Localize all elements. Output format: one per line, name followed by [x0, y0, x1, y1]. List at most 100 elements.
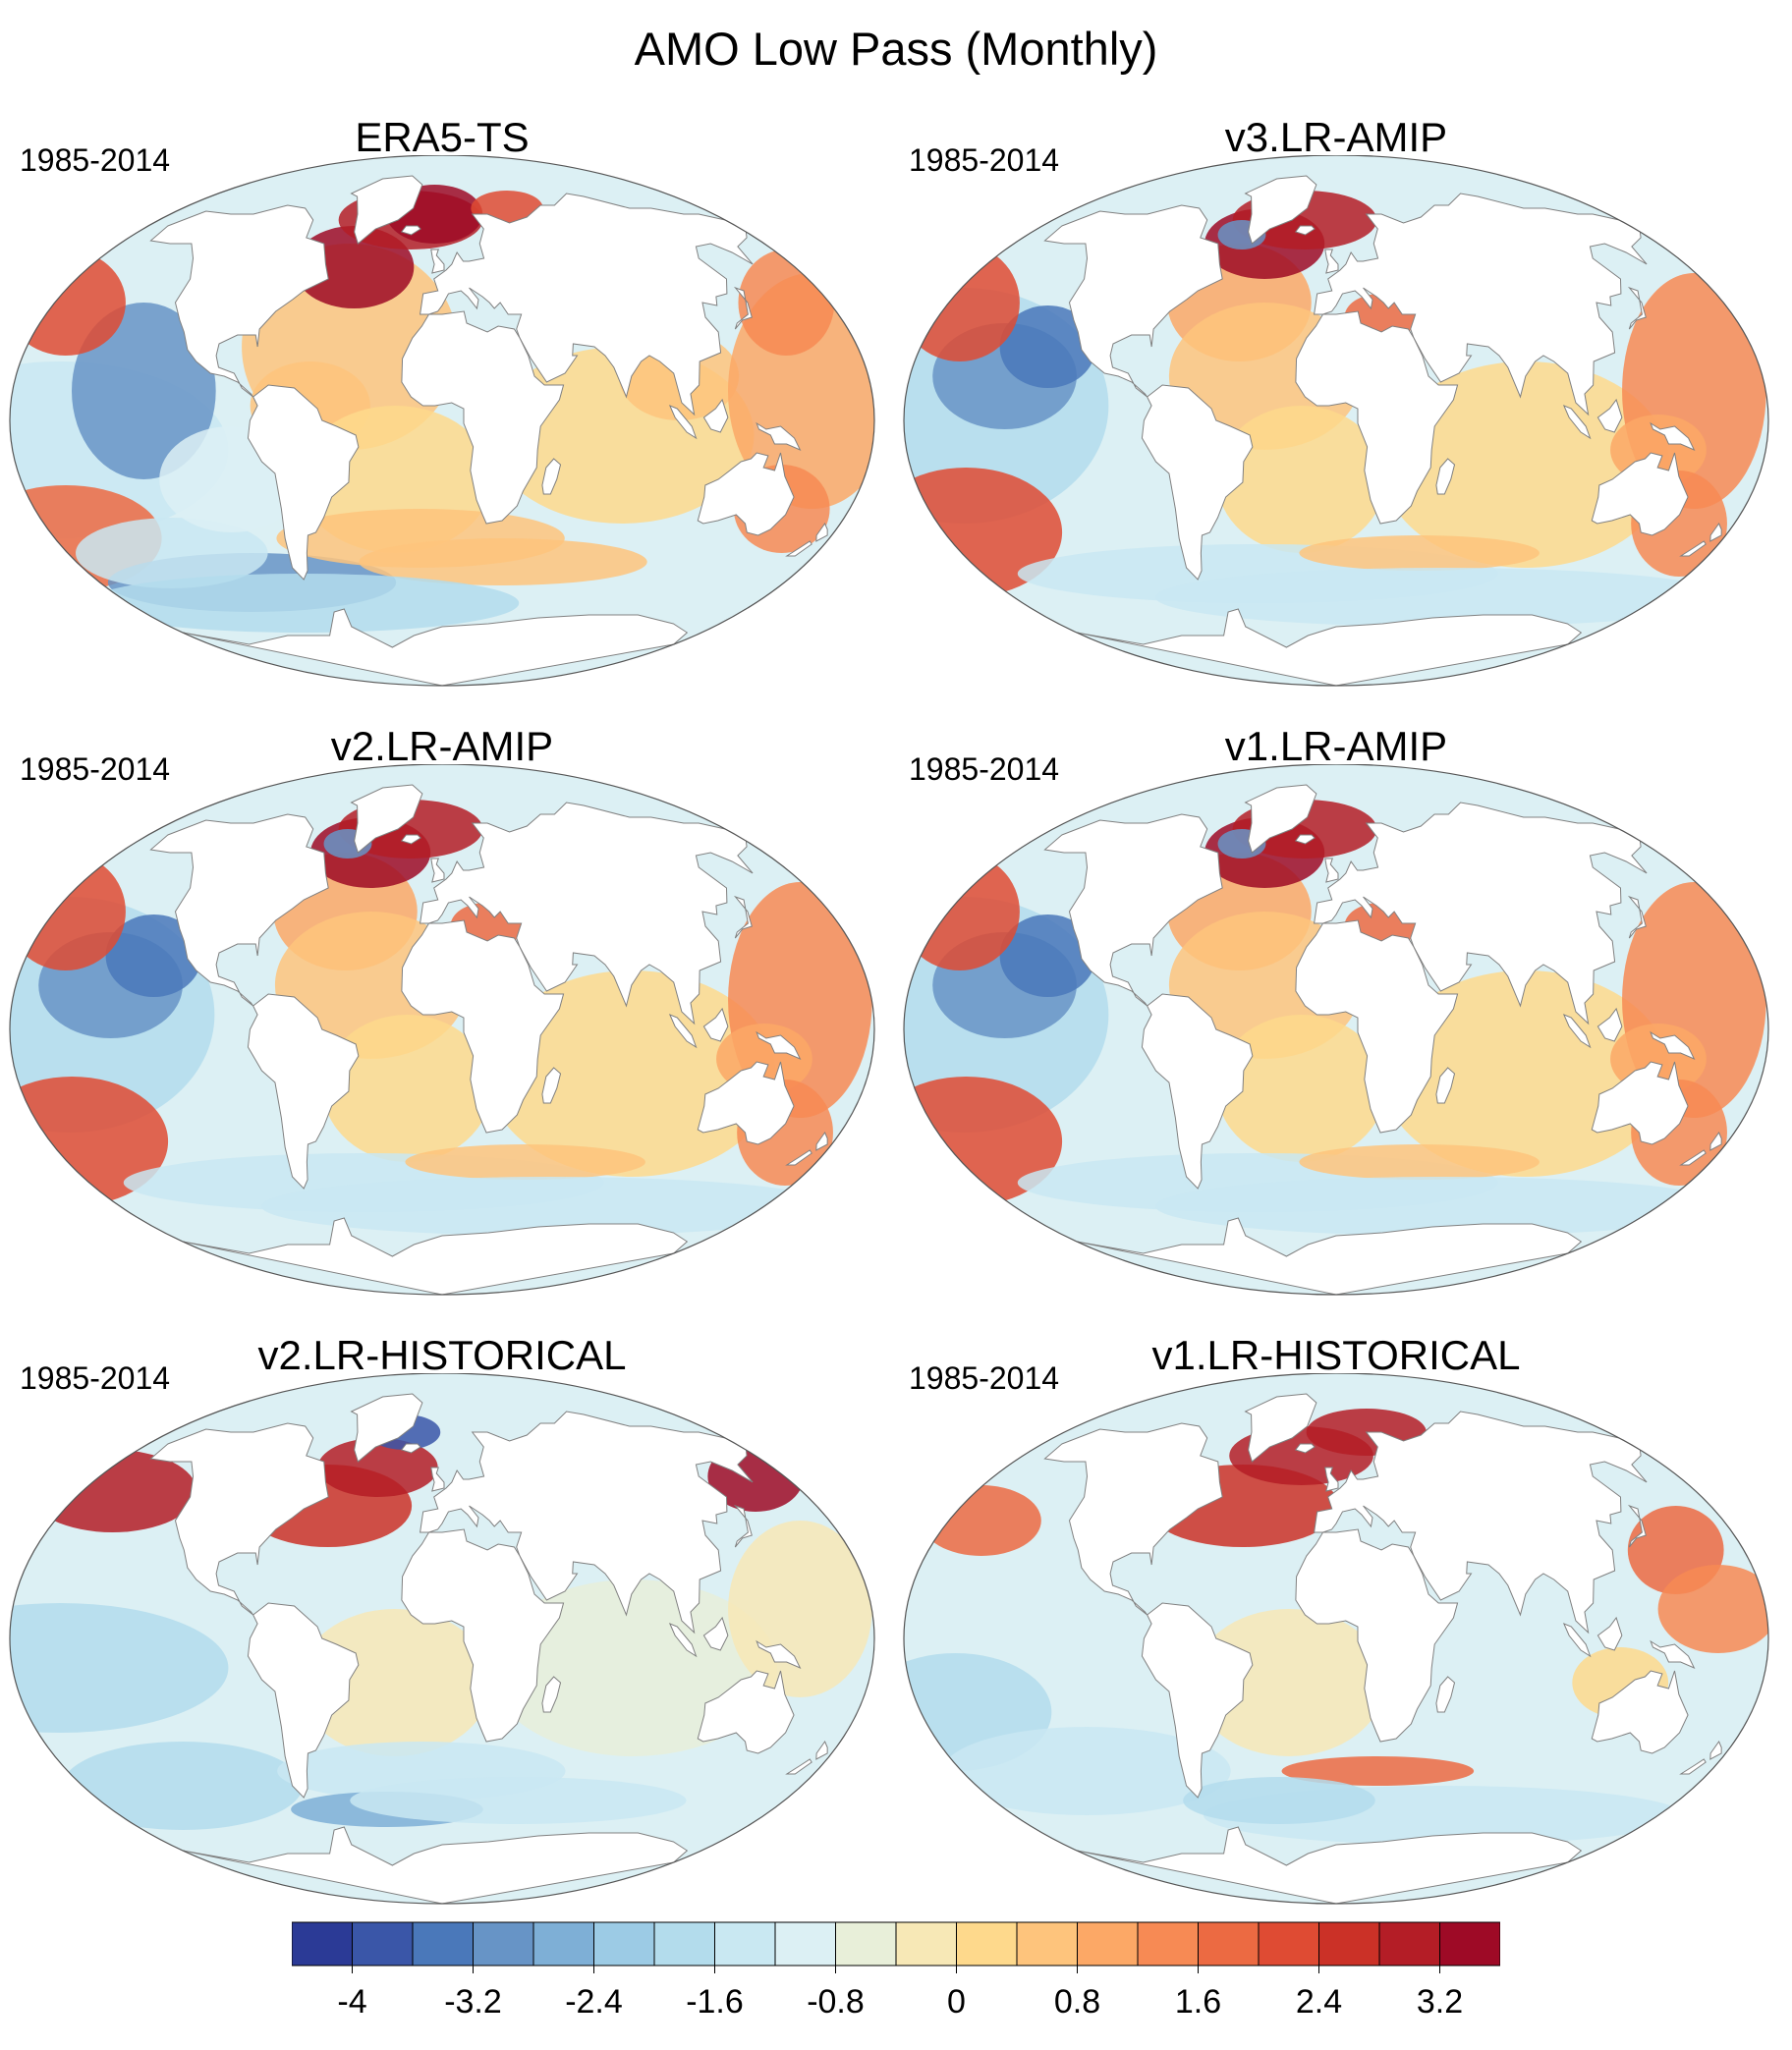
colorbar-swatch — [653, 1921, 715, 1967]
land-africa — [1295, 1528, 1459, 1743]
land-africa — [401, 919, 565, 1134]
colorbar-swatch — [1318, 1921, 1380, 1967]
land-nz-north — [815, 522, 828, 542]
land-japan — [733, 286, 753, 330]
land-borneo — [1596, 1616, 1623, 1651]
map-border — [903, 1373, 1769, 1905]
land-antarctica — [182, 1826, 689, 1904]
land-madagascar — [541, 458, 562, 495]
colorbar-swatch — [1439, 1921, 1500, 1967]
anomaly-blob — [299, 1609, 491, 1756]
panel-period: 1985-2014 — [909, 1360, 1060, 1396]
panel-period: 1985-2014 — [909, 751, 1060, 787]
anomaly-blob — [921, 1485, 1041, 1556]
anomaly-blob — [10, 853, 126, 970]
land-africa — [401, 310, 565, 525]
map-border — [903, 764, 1769, 1296]
land-africa — [1295, 919, 1459, 1134]
land-new-guinea — [756, 1639, 802, 1669]
map-border — [9, 1373, 875, 1905]
land-north-america — [149, 1422, 329, 1616]
anomaly-blob — [28, 1450, 197, 1532]
land-uk — [1324, 1467, 1339, 1492]
land-antarctica — [1076, 1217, 1583, 1295]
map-svg — [903, 1373, 1769, 1905]
anomaly-blob — [317, 1438, 438, 1497]
land-greenland — [1244, 784, 1317, 854]
anomaly-blob — [405, 1144, 645, 1180]
land-nz-north — [1709, 1740, 1722, 1760]
anomaly-blob — [904, 244, 1020, 361]
anomaly-blob — [999, 305, 1096, 388]
anomaly-blob — [359, 538, 647, 585]
land-north-america — [1043, 1422, 1223, 1616]
land-eurasia — [420, 1411, 754, 1634]
anomaly-blob — [72, 303, 216, 479]
map-panel-v3-amip: v3.LR-AMIP 1985-2014 — [894, 116, 1778, 715]
anomaly-blob — [1299, 1144, 1540, 1180]
anomaly-blob — [86, 574, 520, 633]
map-svg — [9, 764, 875, 1296]
anomaly-blob — [999, 914, 1096, 997]
land-iceland — [1294, 834, 1316, 845]
land-nz-south — [1679, 540, 1707, 557]
land-uk — [1324, 249, 1339, 274]
land-greenland — [350, 175, 423, 245]
land-new-guinea — [1650, 421, 1696, 451]
panel-period: 1985-2014 — [909, 142, 1060, 178]
anomaly-blob — [1657, 1565, 1768, 1653]
colorbar-swatch — [1077, 1921, 1139, 1967]
map-border — [9, 155, 875, 687]
map-svg — [9, 155, 875, 687]
land-north-america — [149, 204, 329, 398]
colorbar-tick-label: 3.2 — [1417, 1983, 1463, 2021]
land-japan — [1627, 895, 1647, 939]
land-japan — [1627, 1504, 1647, 1548]
land-nz-south — [1679, 1149, 1707, 1166]
colorbar-swatch — [412, 1921, 474, 1967]
anomaly-blob — [1281, 1756, 1475, 1786]
land-south-america — [247, 1602, 360, 1799]
land-eurasia — [1314, 802, 1648, 1025]
land-new-guinea — [756, 1030, 802, 1060]
anomaly-blob — [1299, 535, 1540, 571]
anomaly-blob — [1193, 1609, 1385, 1756]
colorbar-swatch — [835, 1921, 897, 1967]
anomaly-blob — [728, 1521, 872, 1697]
panel-title: v2.LR-AMIP — [330, 723, 554, 769]
land-sumatra — [1562, 1623, 1592, 1658]
colorbar-tick-label: -0.8 — [807, 1983, 865, 2021]
land-iceland — [400, 225, 421, 236]
land-japan — [733, 1504, 753, 1548]
land-eurasia — [420, 193, 754, 416]
land-antarctica — [1076, 1826, 1583, 1904]
land-nz-north — [1709, 1131, 1722, 1151]
land-sumatra — [668, 405, 698, 440]
colorbar-swatch — [1016, 1921, 1078, 1967]
anomaly-blob — [942, 1727, 1231, 1815]
map-panel-era5: ERA5-TS 1985-2014 — [0, 116, 884, 715]
land-antarctica — [1076, 608, 1583, 686]
land-borneo — [702, 1007, 729, 1042]
map-border — [9, 764, 875, 1296]
colorbar-tick-label: -4 — [337, 1983, 366, 2021]
land-south-america — [1141, 1602, 1254, 1799]
colorbar-swatch — [532, 1921, 594, 1967]
colorbar-swatch — [292, 1921, 353, 1967]
panel-period: 1985-2014 — [20, 751, 171, 787]
colorbar: -4-3.2-2.4-1.6-0.800.81.62.43.24 — [292, 1921, 1500, 2021]
land-borneo — [1596, 1007, 1623, 1042]
land-japan — [733, 895, 753, 939]
map-svg — [903, 764, 1769, 1296]
land-eurasia — [1314, 1411, 1648, 1634]
colorbar-tick-label: 1.6 — [1175, 1983, 1221, 2021]
land-south-america — [1141, 384, 1254, 581]
land-new-guinea — [1650, 1030, 1696, 1060]
anomaly-blob — [904, 853, 1020, 970]
land-sumatra — [1562, 405, 1592, 440]
map-svg — [9, 1373, 875, 1905]
colorbar-swatch — [1198, 1921, 1260, 1967]
colorbar-swatch — [1378, 1921, 1440, 1967]
anomaly-blob — [260, 1177, 838, 1236]
land-africa — [1295, 310, 1459, 525]
